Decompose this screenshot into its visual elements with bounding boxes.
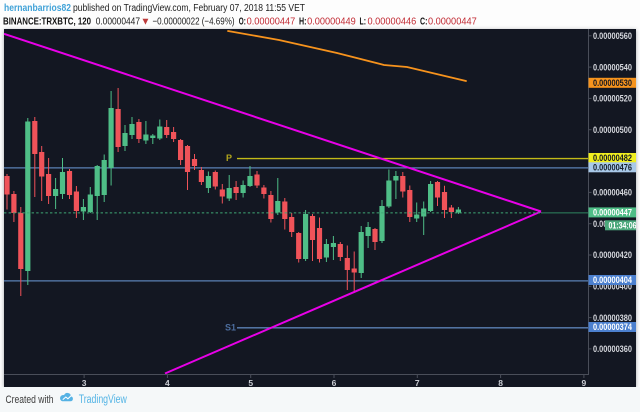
svg-text:0.00000404: 0.00000404: [593, 275, 632, 285]
svg-text:0.00000476: 0.00000476: [593, 163, 632, 173]
svg-text:Created with: Created with: [6, 394, 54, 406]
svg-text:0.00000400: 0.00000400: [593, 282, 632, 292]
svg-text:0.00000447: 0.00000447: [247, 17, 296, 28]
svg-text:O:: O:: [239, 17, 246, 28]
svg-text:0.00000447: 0.00000447: [428, 17, 477, 28]
svg-text:9: 9: [582, 378, 587, 387]
svg-text:0.00000530: 0.00000530: [593, 78, 632, 88]
svg-text:0.00000380: 0.00000380: [593, 313, 632, 323]
svg-text:published on TradingView.com,: published on TradingView.com, February 0…: [73, 3, 305, 14]
svg-text:C:: C:: [420, 17, 428, 28]
svg-text:TradingView: TradingView: [79, 394, 128, 406]
svg-text:0.00000447: 0.00000447: [593, 208, 632, 218]
svg-text:▼: ▼: [141, 17, 151, 28]
svg-text:0.00000360: 0.00000360: [593, 344, 632, 354]
svg-text:5: 5: [248, 378, 253, 387]
svg-text:0.00000540: 0.00000540: [593, 62, 632, 72]
svg-text:S1: S1: [225, 323, 236, 333]
svg-text:0.00000560: 0.00000560: [593, 31, 632, 41]
svg-text:4: 4: [165, 378, 170, 387]
svg-text:P: P: [226, 153, 232, 163]
svg-text:0.00000420: 0.00000420: [593, 250, 632, 260]
svg-text:6: 6: [332, 378, 337, 387]
svg-text:0.00000500: 0.00000500: [593, 125, 632, 135]
svg-text:8: 8: [498, 378, 503, 387]
svg-text:H:: H:: [299, 17, 307, 28]
svg-text:01:34:06: 01:34:06: [609, 221, 637, 231]
svg-text:0.00000460: 0.00000460: [593, 188, 632, 198]
svg-text:0.00000446: 0.00000446: [368, 17, 417, 28]
svg-text:0.00000482: 0.00000482: [593, 153, 632, 163]
svg-text:3: 3: [82, 378, 87, 387]
svg-text:hernanbarrios82: hernanbarrios82: [4, 3, 71, 14]
svg-text:0.00000374: 0.00000374: [593, 322, 632, 332]
svg-text:0.00000520: 0.00000520: [593, 94, 632, 104]
svg-text:0.00000449: 0.00000449: [307, 17, 356, 28]
svg-text:L:: L:: [360, 17, 367, 28]
svg-text:7: 7: [415, 378, 420, 387]
svg-text:0.00000447: 0.00000447: [96, 17, 141, 28]
svg-text:BINANCE:TRXBTC, 120: BINANCE:TRXBTC, 120: [3, 17, 91, 28]
svg-text:−0.00000022 (−4.69%): −0.00000022 (−4.69%): [153, 17, 235, 28]
